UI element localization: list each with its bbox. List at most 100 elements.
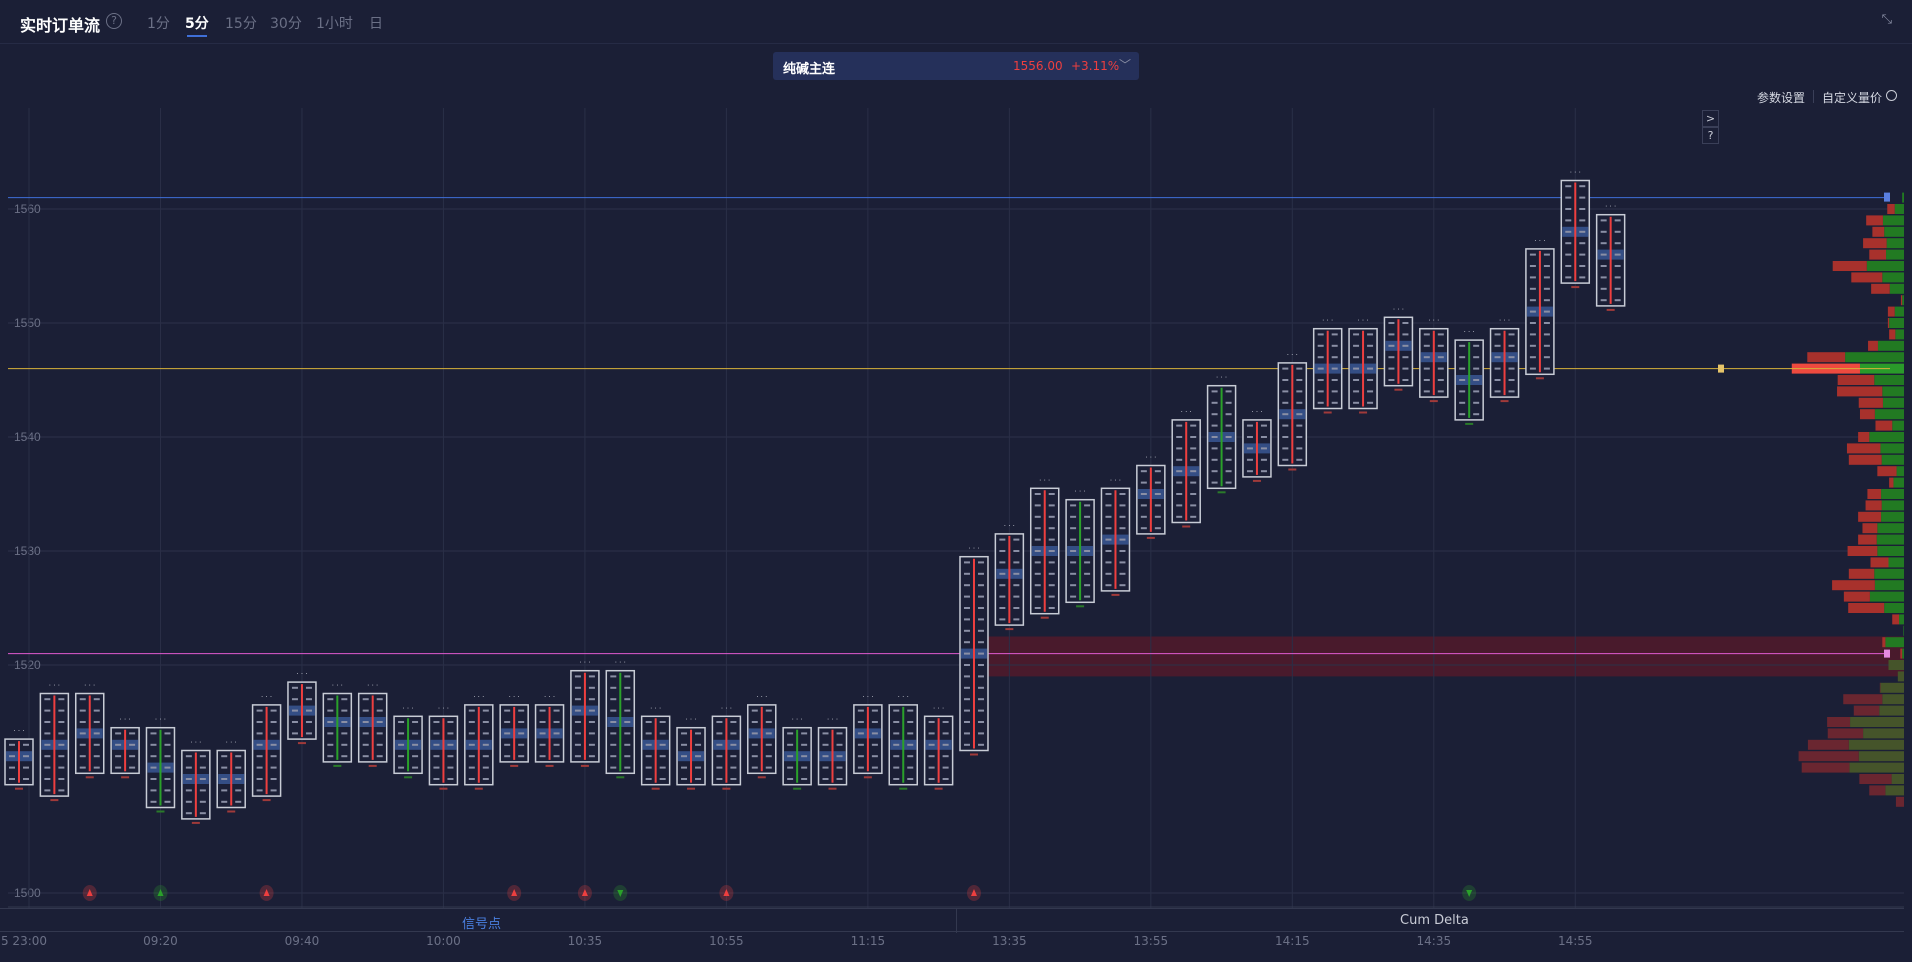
cell-value (1013, 595, 1020, 598)
help-button[interactable]: ? (1702, 127, 1719, 144)
cell-value (1084, 584, 1091, 587)
candle-volume (297, 742, 306, 745)
custom-volume-price-button[interactable]: 自定义量价 (1822, 91, 1883, 105)
x-tick-label: 13:35 (992, 934, 1027, 948)
price-line-marker (1884, 192, 1890, 202)
cell-value (1367, 367, 1374, 370)
cell-value (1034, 504, 1041, 507)
x-tick-label: 14:35 (1416, 934, 1452, 948)
settings-circle-icon[interactable] (1886, 90, 1897, 101)
cell-value (1190, 515, 1197, 518)
cell-value (1105, 504, 1112, 507)
profile-ask-bar (1895, 796, 1904, 807)
profile-bid-bar (1879, 705, 1904, 716)
cell-value (787, 778, 794, 780)
profile-bid-bar (1886, 249, 1904, 260)
cell-value (1353, 390, 1360, 393)
cell-value (1013, 561, 1020, 564)
tab-day[interactable]: 日 (369, 16, 383, 32)
cell-value (129, 766, 136, 769)
cell-value (588, 721, 595, 723)
help-icon[interactable]: ? (106, 13, 122, 29)
footprint-candle: · · · (1100, 476, 1131, 596)
cell-value (256, 721, 263, 723)
candle-volume (1535, 377, 1544, 380)
cell-value (553, 755, 560, 758)
profile-ask-bar (1869, 249, 1887, 260)
cell-value (716, 755, 723, 758)
cell-value (977, 607, 984, 609)
candle-header: · · · (13, 727, 24, 735)
tab-5min[interactable]: 5分 (185, 13, 209, 37)
cell-value (836, 755, 843, 758)
cell-value (539, 721, 546, 723)
signals-panel-label[interactable]: 信号点 (462, 917, 502, 932)
x-tick-label: 10:55 (709, 934, 744, 948)
cell-value (871, 755, 878, 758)
cell-value (871, 766, 878, 769)
cell-value (942, 778, 949, 780)
cell-value (1070, 584, 1077, 587)
cell-value (1211, 424, 1218, 427)
cell-value (447, 755, 454, 758)
candle-volume (262, 799, 271, 802)
cell-value (977, 675, 984, 678)
expand-button[interactable]: > (1702, 110, 1719, 127)
footprint-candle: · · · (782, 716, 812, 790)
header: 实时订单流 ? 1分 5分 15分 30分 1小时 日 ⤡ (0, 0, 1912, 44)
tab-1min[interactable]: 1分 (147, 16, 170, 32)
cell-value (787, 743, 794, 746)
collapse-icon[interactable]: ⤡ (1881, 12, 1892, 27)
cell-value (1034, 527, 1041, 530)
cell-value (765, 755, 772, 758)
cell-value (93, 732, 100, 735)
cell-value (1260, 424, 1267, 427)
candle-volume (510, 764, 519, 767)
cell-value (58, 778, 65, 780)
cell-value (857, 732, 864, 735)
cell-value (1317, 379, 1324, 381)
x-tick-label: 5 23:00 (0, 934, 48, 948)
cell-value (1084, 515, 1091, 518)
cell-value (1190, 470, 1197, 473)
cell-value (907, 755, 914, 758)
footprint-chart[interactable]: 1560 1550 1540 1530 1520 1500 · · · · · · · · · ·… (0, 108, 1912, 908)
cell-value (44, 755, 51, 758)
cum-delta-panel-label[interactable]: Cum Delta (1400, 913, 1469, 928)
cell-value (58, 709, 65, 712)
cell-value (539, 732, 546, 735)
tab-1hour[interactable]: 1小时 (316, 16, 353, 32)
candle-volume (828, 787, 837, 790)
footprint-candle: · · · (1065, 488, 1095, 608)
cell-value (1260, 447, 1267, 450)
cell-value (256, 709, 263, 712)
candle-header: · · · (367, 682, 378, 690)
cell-value (1353, 401, 1360, 404)
tab-30min[interactable]: 30分 (270, 16, 302, 32)
cell-value (1034, 584, 1041, 587)
tab-15min[interactable]: 15分 (225, 16, 257, 32)
cell-value (150, 766, 157, 769)
profile-bid-bar (1882, 215, 1904, 226)
cell-value (270, 766, 277, 769)
profile-bid-bar (1882, 272, 1904, 283)
instrument-selector[interactable]: 纯碱主连 1556.00 +3.11% ﹀ (773, 52, 1139, 80)
cell-value (1296, 367, 1303, 370)
cell-value (58, 789, 65, 792)
profile-bid-bar (1894, 204, 1904, 214)
cell-value (504, 743, 511, 746)
params-settings-button[interactable]: 参数设置 (1757, 91, 1806, 105)
candle-header: · · · (332, 682, 343, 690)
cell-value (1048, 493, 1055, 495)
profile-row (1847, 546, 1904, 556)
cell-value (801, 755, 808, 758)
profile-ask-bar (1900, 295, 1903, 306)
profile-row (1837, 386, 1904, 397)
cell-value (1331, 401, 1338, 404)
candle-header: · · · (1464, 328, 1475, 336)
cell-value (58, 721, 65, 723)
cell-value (1225, 436, 1232, 438)
profile-bid-bar (1902, 192, 1904, 203)
cell-value (574, 686, 581, 689)
profile-bid-bar (1885, 637, 1904, 648)
